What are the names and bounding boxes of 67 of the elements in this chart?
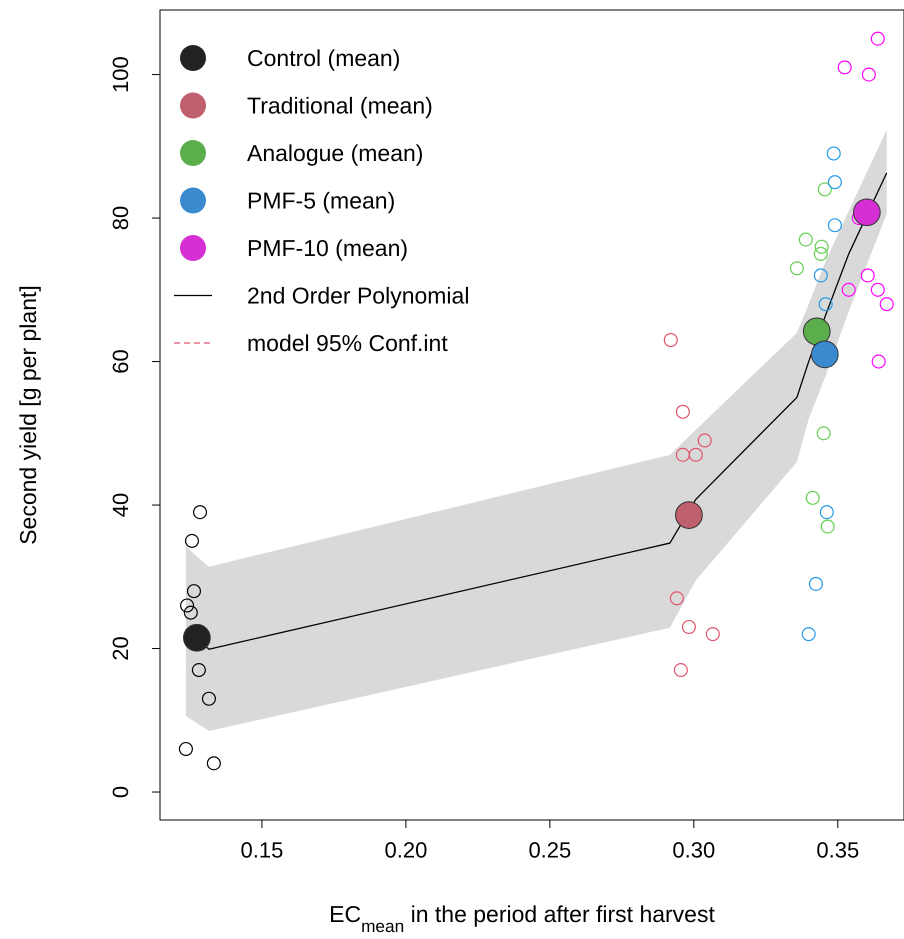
point [818,182,832,196]
point [670,591,684,606]
point [814,268,828,282]
point [862,68,876,82]
y-tick-label: 100 [108,56,133,93]
point [828,218,842,232]
x-tick-label: 0.30 [672,838,716,863]
legend-label: model 95% Conf.int [247,330,448,356]
y-tick-label: 20 [108,636,133,661]
point [178,742,193,756]
point [842,282,856,297]
point [826,146,841,161]
point [184,606,198,620]
point [872,354,886,369]
point [186,584,202,598]
point [184,534,199,548]
point [870,32,885,46]
y-tick-label: 40 [108,492,133,518]
point [816,426,831,440]
x-tick-label: 0.25 [528,838,572,863]
point [808,576,823,591]
point [880,297,894,312]
legend-label: Traditional (mean) [247,92,433,118]
point [806,490,820,505]
legend-label: 2nd Order Polynomial [247,282,470,308]
point [664,333,678,348]
x-tick-label: 0.20 [384,838,428,863]
point [676,448,690,462]
point [814,246,828,261]
point [802,318,831,346]
legend-label: Analogue (mean) [247,140,424,166]
point [790,261,804,276]
point [818,297,833,312]
point [675,501,703,529]
y-tick-label: 80 [108,206,133,230]
point [682,620,696,634]
point [698,433,712,448]
point [183,624,211,652]
legend-label: PMF-10 (mean) [247,235,408,261]
legend-label: PMF-5 (mean) [247,188,396,214]
point [820,520,835,534]
point [676,404,690,419]
point [853,198,881,226]
point [814,240,829,254]
point [860,268,875,282]
point [202,692,216,706]
point [180,598,194,613]
point [870,282,885,297]
point [192,663,206,678]
point [798,232,813,247]
y-tick-label: 60 [108,349,133,374]
point [674,663,688,678]
point [802,627,816,642]
point [820,505,834,520]
point [828,175,842,190]
point [688,448,703,462]
x-tick-label: 0.15 [240,838,284,863]
point [206,756,221,770]
legend-label: Control (mean) [247,45,400,71]
point [810,340,839,368]
point [192,505,208,520]
point [706,627,720,642]
point [838,60,852,74]
x-tick-label: 0.35 [816,838,860,863]
x-axis-title: EC$_{mean}$ in the period after first harvest [329,901,716,936]
y-tick-label: 0 [108,786,133,798]
y-axis-title: Second yield [g per plant] [15,285,41,545]
